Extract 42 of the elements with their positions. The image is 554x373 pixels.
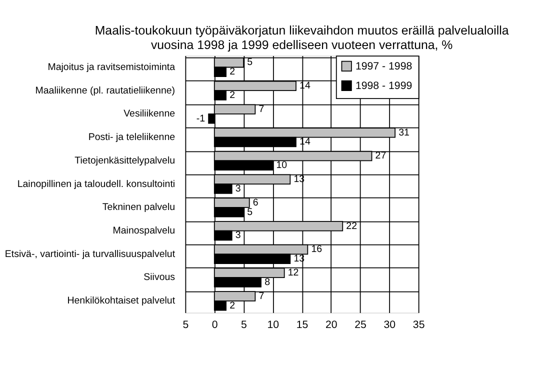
data-label: 7 xyxy=(258,290,264,302)
y-tick-label: Posti- ja teleliikenne xyxy=(88,132,176,144)
y-tick-label: Vesiliikenne xyxy=(124,108,176,120)
data-label: 2 xyxy=(230,90,236,101)
y-tick-label: Tekninen palvelu xyxy=(102,202,176,214)
x-tick-label: 35 xyxy=(412,319,425,332)
text: vuosina 1998 ja 1999 edelliseen vuoteen verrattuna, % xyxy=(150,38,453,52)
x-tick-label: 5 xyxy=(182,319,189,332)
legend-label: 1998 - 1999 xyxy=(355,80,412,92)
data-label: 12 xyxy=(288,268,299,279)
x-tick-label: 5 xyxy=(241,319,248,332)
x-tick-label: 25 xyxy=(354,319,367,332)
text: Maalis-toukokuun työpäiväkorjatun liikevaihdon muutos eräillä palvelualoilla xyxy=(94,24,509,38)
data-label: 16 xyxy=(311,244,322,256)
data-label: 2 xyxy=(230,300,236,312)
data-label: 5 xyxy=(247,206,254,218)
y-tick-label: Etsivä-, vartiointi- ja turvallisuuspalvelut xyxy=(4,248,176,260)
y-tick-label: Siivous xyxy=(144,272,176,284)
data-label: 27 xyxy=(375,150,386,162)
x-tick-label: 10 xyxy=(267,319,280,332)
legend-label: 1997 - 1998 xyxy=(355,60,412,73)
y-tick-label: Maaliikenne (pl. rautatieliikenne) xyxy=(35,85,176,96)
y-tick-label: Mainospalvelu xyxy=(112,225,176,236)
y-tick-label: Tietojenkäsittelypalvelu xyxy=(74,155,176,166)
data-label: -1 xyxy=(196,113,206,124)
data-label: 31 xyxy=(398,127,410,138)
y-tick-label: Lainopillinen ja taloudell. konsultointi xyxy=(17,178,176,190)
data-label: 22 xyxy=(346,220,358,232)
data-label: 8 xyxy=(264,276,270,288)
data-label: 10 xyxy=(276,160,288,172)
x-tick-label: 15 xyxy=(296,319,308,332)
data-label: 5 xyxy=(247,57,254,68)
data-label: 3 xyxy=(235,230,241,242)
x-tick-label: 20 xyxy=(325,319,338,332)
data-label: 6 xyxy=(252,197,258,208)
data-label: 3 xyxy=(235,183,241,194)
data-label: 2 xyxy=(230,66,236,78)
x-tick-label: 0 xyxy=(212,319,218,332)
y-tick-label: Henkilökohtaiset palvelut xyxy=(67,296,176,307)
y-tick-label: Majoitus ja ravitsemistoiminta xyxy=(48,62,176,73)
x-tick-label: 30 xyxy=(384,319,396,332)
data-label: 7 xyxy=(258,104,264,115)
